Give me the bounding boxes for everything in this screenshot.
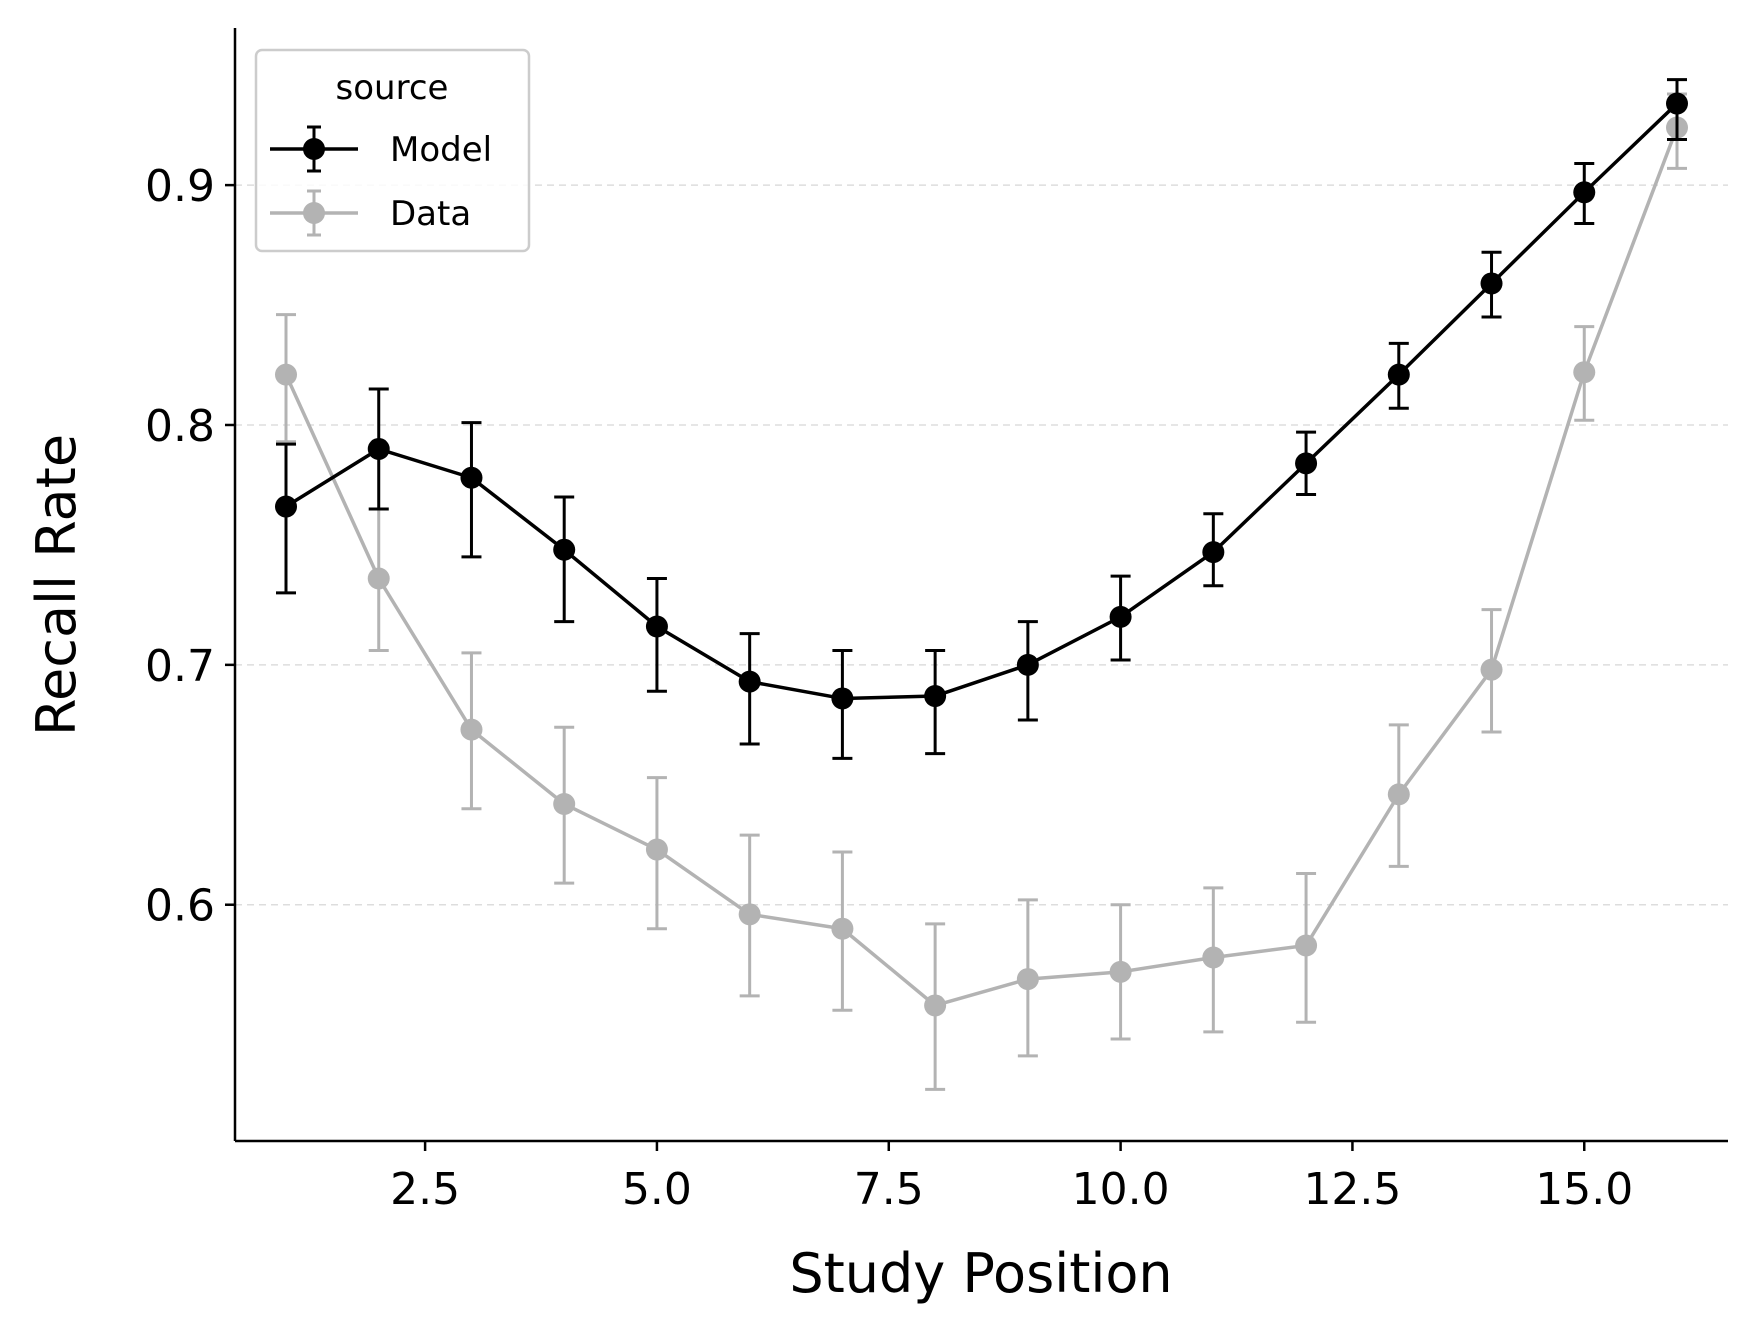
data-point-model — [1480, 272, 1503, 295]
data-point-model — [924, 685, 947, 708]
data-point-data — [645, 838, 668, 861]
legend-title: source — [336, 68, 449, 108]
data-point-model — [1573, 181, 1596, 204]
y-tick-label: 0.9 — [145, 161, 215, 212]
data-point-data — [1016, 968, 1039, 991]
data-point-model — [1202, 541, 1225, 564]
y-tick-label: 0.7 — [145, 641, 215, 692]
series-model — [275, 78, 1688, 760]
data-point-data — [1480, 658, 1503, 681]
legend-marker-model — [303, 138, 325, 160]
data-point-data — [367, 567, 390, 590]
legend-entry-data: Data — [270, 189, 471, 237]
legend: source Model Data — [254, 48, 531, 253]
x-ticks: 2.5 5.0 7.5 10.0 12.5 15.0 — [390, 1141, 1633, 1215]
data-point-data — [1202, 946, 1225, 969]
axes — [233, 28, 1728, 1143]
x-tick-label: 12.5 — [1303, 1164, 1401, 1215]
data-point-data — [1109, 960, 1132, 983]
series-line-data — [284, 126, 1679, 1008]
data-point-model — [1016, 653, 1039, 676]
y-ticks: 0.6 0.7 0.8 0.9 — [145, 161, 235, 932]
x-axis-label: Study Position — [789, 1242, 1172, 1305]
x-tick-label: 2.5 — [390, 1164, 460, 1215]
data-point-model — [460, 466, 483, 489]
x-tick-label: 7.5 — [854, 1164, 924, 1215]
data-point-model — [1295, 452, 1318, 475]
data-point-data — [1387, 783, 1410, 806]
data-point-model — [1665, 92, 1688, 115]
x-tick-label: 15.0 — [1535, 1164, 1633, 1215]
data-point-data — [1573, 361, 1596, 384]
gridlines — [235, 184, 1728, 906]
legend-label-model: Model — [390, 130, 492, 170]
data-point-model — [1387, 363, 1410, 386]
data-point-data — [924, 994, 947, 1017]
data-point-data — [553, 792, 576, 815]
x-tick-label: 10.0 — [1072, 1164, 1170, 1215]
data-point-data — [831, 917, 854, 940]
y-tick-label: 0.8 — [145, 401, 215, 452]
data-point-data — [275, 363, 298, 386]
y-tick-label: 0.6 — [145, 881, 215, 932]
series-layer — [275, 78, 1688, 1091]
legend-marker-data — [303, 202, 325, 224]
data-point-data — [738, 903, 761, 926]
data-point-model — [1109, 605, 1132, 628]
x-tick-label: 5.0 — [622, 1164, 692, 1215]
y-axis-label: Recall Rate — [25, 434, 88, 736]
data-point-data — [1295, 934, 1318, 957]
legend-label-data: Data — [390, 194, 471, 234]
data-point-data — [460, 718, 483, 741]
data-point-model — [367, 437, 390, 460]
data-point-model — [645, 615, 668, 638]
legend-frame — [254, 48, 531, 253]
series-data — [275, 92, 1688, 1091]
series-line-model — [285, 102, 1679, 701]
data-point-model — [275, 495, 298, 518]
legend-entry-model: Model — [270, 125, 492, 173]
data-point-model — [553, 538, 576, 561]
data-point-model — [738, 670, 761, 693]
data-point-model — [831, 687, 854, 710]
